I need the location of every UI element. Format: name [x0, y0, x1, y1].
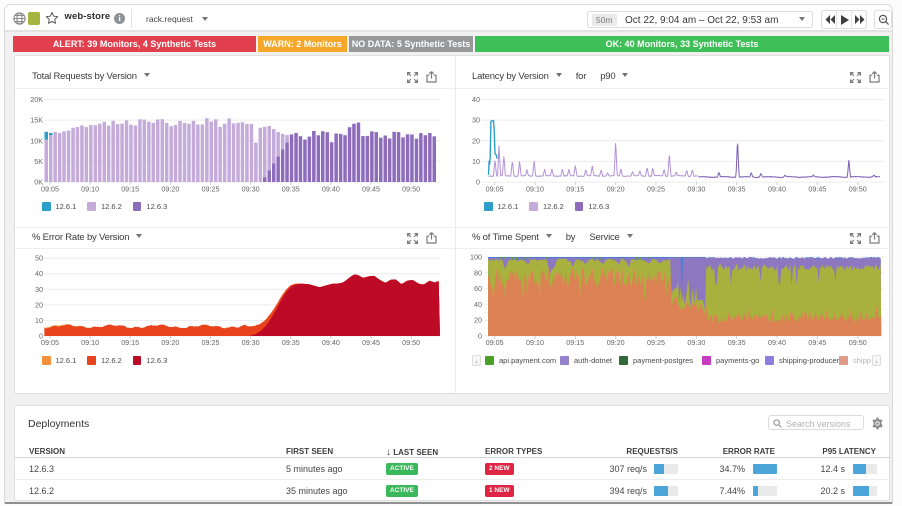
svg-text:09:35: 09:35 — [728, 184, 746, 193]
svg-text:0: 0 — [476, 178, 480, 187]
svg-text:0: 0 — [39, 332, 43, 341]
svg-text:09:50: 09:50 — [402, 338, 420, 347]
svg-text:40: 40 — [474, 300, 482, 309]
svg-text:09:25: 09:25 — [647, 184, 665, 193]
svg-text:40: 40 — [35, 269, 43, 278]
svg-text:100: 100 — [470, 253, 482, 262]
svg-text:60: 60 — [474, 284, 482, 293]
svg-text:10K: 10K — [30, 136, 43, 145]
svg-text:09:25: 09:25 — [202, 338, 220, 347]
svg-text:09:20: 09:20 — [161, 184, 179, 193]
svg-text:09:40: 09:40 — [768, 184, 786, 193]
svg-text:10: 10 — [35, 316, 43, 325]
svg-text:09:35: 09:35 — [282, 184, 300, 193]
svg-text:09:15: 09:15 — [566, 184, 584, 193]
svg-text:09:10: 09:10 — [526, 184, 544, 193]
svg-text:09:45: 09:45 — [362, 184, 380, 193]
svg-text:09:25: 09:25 — [202, 184, 220, 193]
svg-text:09:30: 09:30 — [687, 184, 705, 193]
svg-text:09:40: 09:40 — [768, 338, 786, 347]
svg-text:20K: 20K — [30, 95, 43, 104]
svg-text:09:30: 09:30 — [687, 338, 705, 347]
svg-text:09:20: 09:20 — [607, 184, 625, 193]
svg-text:40: 40 — [472, 95, 480, 104]
svg-text:09:45: 09:45 — [808, 184, 826, 193]
svg-text:09:05: 09:05 — [41, 338, 59, 347]
svg-text:09:35: 09:35 — [728, 338, 746, 347]
svg-text:09:40: 09:40 — [322, 338, 340, 347]
svg-text:09:30: 09:30 — [242, 184, 260, 193]
svg-text:09:15: 09:15 — [121, 338, 139, 347]
svg-text:15K: 15K — [30, 116, 43, 125]
svg-text:09:15: 09:15 — [566, 338, 584, 347]
svg-text:20: 20 — [472, 136, 480, 145]
svg-text:09:50: 09:50 — [402, 184, 420, 193]
svg-text:09:05: 09:05 — [41, 184, 59, 193]
svg-text:80: 80 — [474, 268, 482, 277]
svg-text:09:20: 09:20 — [607, 338, 625, 347]
svg-text:09:10: 09:10 — [81, 338, 99, 347]
svg-text:20: 20 — [474, 316, 482, 325]
svg-text:09:15: 09:15 — [121, 184, 139, 193]
svg-text:09:05: 09:05 — [486, 338, 504, 347]
svg-text:09:10: 09:10 — [81, 184, 99, 193]
svg-text:09:35: 09:35 — [282, 338, 300, 347]
svg-text:09:20: 09:20 — [161, 338, 179, 347]
svg-text:09:45: 09:45 — [808, 338, 826, 347]
svg-text:30: 30 — [35, 285, 43, 294]
svg-text:5K: 5K — [34, 157, 43, 166]
svg-text:09:40: 09:40 — [322, 184, 340, 193]
svg-text:10: 10 — [472, 157, 480, 166]
svg-text:09:45: 09:45 — [362, 338, 380, 347]
svg-text:0: 0 — [478, 332, 482, 341]
svg-text:0K: 0K — [34, 178, 43, 187]
svg-text:09:50: 09:50 — [849, 338, 867, 347]
svg-text:09:05: 09:05 — [486, 184, 504, 193]
svg-text:09:25: 09:25 — [647, 338, 665, 347]
svg-text:09:50: 09:50 — [849, 184, 867, 193]
svg-text:50: 50 — [35, 254, 43, 263]
svg-text:20: 20 — [35, 300, 43, 309]
svg-text:30: 30 — [472, 116, 480, 125]
svg-text:09:30: 09:30 — [242, 338, 260, 347]
svg-text:09:10: 09:10 — [526, 338, 544, 347]
